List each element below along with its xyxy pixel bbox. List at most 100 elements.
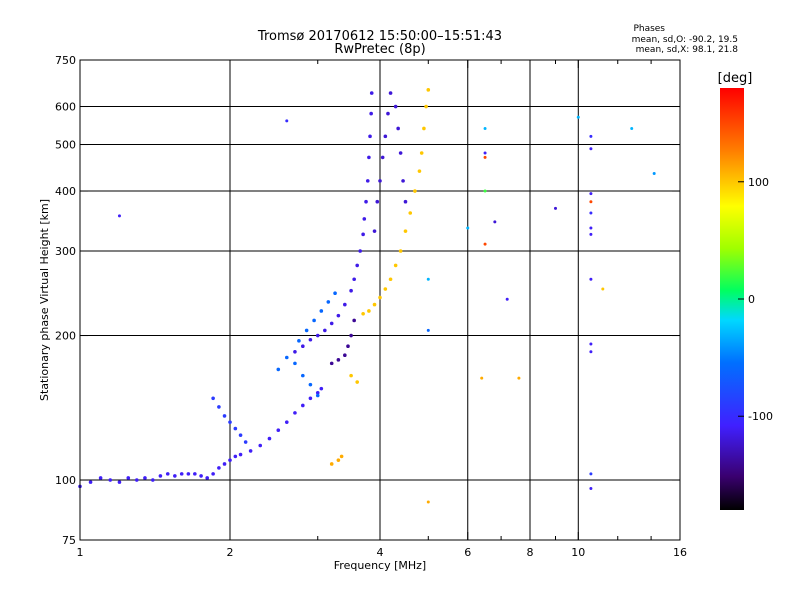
scatter-point bbox=[589, 350, 593, 354]
scatter-point bbox=[589, 232, 593, 236]
grid-lines bbox=[80, 60, 680, 540]
data-point bbox=[365, 179, 370, 183]
data-point bbox=[388, 91, 393, 95]
scatter-point bbox=[483, 242, 487, 246]
data-point bbox=[380, 155, 385, 160]
scatter-point bbox=[480, 376, 484, 380]
colorbar-ticks: 100 0 -100 bbox=[738, 176, 773, 423]
data-point bbox=[349, 333, 353, 338]
scatter-point bbox=[517, 376, 521, 380]
data-point bbox=[301, 344, 305, 349]
scatter-point bbox=[505, 297, 509, 301]
data-point bbox=[419, 151, 424, 155]
data-point bbox=[179, 472, 184, 476]
colorbar-tick-label: 100 bbox=[748, 176, 769, 189]
colorbar-tick-label: 0 bbox=[748, 293, 755, 306]
data-point bbox=[308, 396, 313, 401]
y-tick-label: 200 bbox=[55, 330, 76, 343]
data-point bbox=[349, 288, 353, 293]
data-point bbox=[339, 454, 344, 459]
data-point bbox=[276, 367, 281, 372]
y-axis-label: Stationary phase Virtual Height [km] bbox=[38, 199, 51, 401]
data-point bbox=[352, 318, 356, 323]
data-point bbox=[367, 155, 371, 160]
data-point bbox=[238, 433, 243, 437]
data-point bbox=[403, 199, 408, 204]
data-point bbox=[173, 474, 177, 478]
data-point bbox=[369, 91, 374, 95]
scatter-point bbox=[589, 192, 593, 196]
data-point bbox=[367, 309, 371, 313]
y-tick-label: 600 bbox=[55, 101, 76, 114]
data-point bbox=[98, 476, 103, 480]
data-point bbox=[417, 169, 422, 173]
data-point bbox=[315, 393, 320, 398]
data-point bbox=[228, 420, 232, 424]
y-tick-label: 300 bbox=[55, 245, 76, 258]
data-point bbox=[293, 349, 297, 354]
data-point bbox=[323, 328, 327, 333]
x-tick-label: 4 bbox=[377, 546, 384, 559]
scatter-point bbox=[601, 287, 605, 291]
data-point bbox=[243, 440, 248, 444]
scatter-point bbox=[589, 487, 593, 491]
scatter-point bbox=[483, 151, 487, 155]
scatter-point bbox=[589, 342, 593, 346]
chart-subtitle: RwPretec (8p) bbox=[334, 42, 425, 57]
data-point bbox=[126, 476, 131, 480]
scatter-point bbox=[483, 189, 487, 193]
scatter-point bbox=[426, 328, 430, 332]
data-point bbox=[343, 302, 347, 307]
data-point bbox=[312, 318, 316, 323]
data-point bbox=[151, 478, 155, 482]
data-point bbox=[319, 309, 324, 313]
data-point bbox=[293, 361, 297, 366]
data-point bbox=[329, 462, 334, 466]
data-point bbox=[199, 474, 203, 478]
scatter-point bbox=[117, 214, 121, 218]
data-point bbox=[108, 478, 113, 482]
data-point bbox=[329, 321, 334, 326]
axis-ticks: 1 2 4 6 8 10 16 75 100 200 300 400 500 600 750 bbox=[55, 54, 687, 559]
scatter-point bbox=[589, 134, 593, 138]
data-point bbox=[424, 104, 428, 109]
data-point bbox=[398, 151, 403, 155]
scatter-point bbox=[426, 500, 430, 504]
x-tick-label: 10 bbox=[571, 546, 585, 559]
scatter-point bbox=[589, 211, 593, 215]
scatter-point bbox=[493, 220, 497, 224]
data-point bbox=[222, 414, 227, 418]
data-point bbox=[329, 361, 334, 366]
data-point bbox=[355, 263, 359, 268]
data-point bbox=[315, 390, 320, 395]
x-tick-label: 1 bbox=[77, 546, 84, 559]
data-point bbox=[315, 333, 320, 338]
data-point bbox=[362, 217, 367, 221]
data-point bbox=[346, 344, 350, 349]
data-point bbox=[408, 211, 413, 215]
data-point bbox=[343, 353, 347, 357]
data-point bbox=[217, 466, 221, 470]
data-point bbox=[372, 229, 377, 233]
data-point bbox=[267, 436, 272, 441]
data-point bbox=[352, 277, 356, 282]
scatter-point bbox=[553, 206, 557, 210]
colorbar-tick-label: -100 bbox=[748, 410, 773, 423]
data-point bbox=[158, 474, 163, 478]
scatter-point bbox=[589, 277, 593, 281]
data-point bbox=[333, 291, 337, 296]
data-point bbox=[276, 428, 281, 433]
data-point bbox=[308, 337, 313, 342]
data-point bbox=[222, 462, 227, 466]
data-point bbox=[372, 302, 377, 307]
data-point bbox=[396, 126, 400, 131]
scatter-point bbox=[589, 200, 593, 204]
scatter-point bbox=[589, 226, 593, 230]
colorbar-label: [deg] bbox=[718, 71, 753, 86]
data-point bbox=[258, 443, 263, 448]
data-point bbox=[403, 229, 408, 233]
data-point bbox=[336, 358, 341, 362]
scatter-point bbox=[483, 126, 487, 130]
data-point bbox=[422, 126, 426, 131]
